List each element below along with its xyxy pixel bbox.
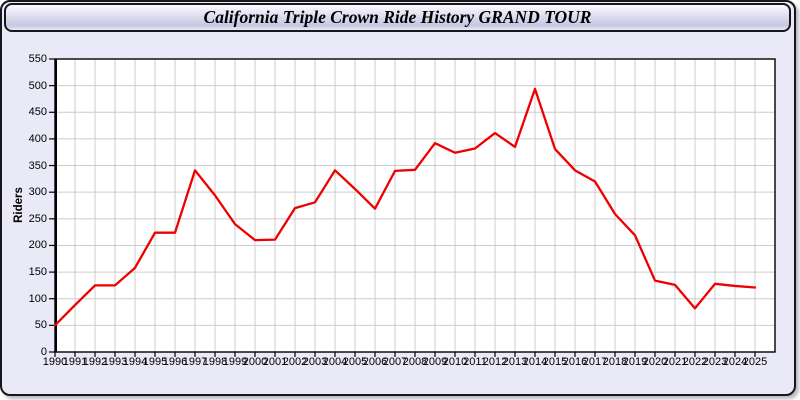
y-axis-title: Riders	[13, 187, 25, 223]
title-bar: California Triple Crown Ride History GRA…	[4, 3, 791, 32]
chart-title: California Triple Crown Ride History GRA…	[203, 7, 592, 27]
plot-area	[49, 58, 776, 357]
ride-history-line-chart	[49, 58, 776, 357]
